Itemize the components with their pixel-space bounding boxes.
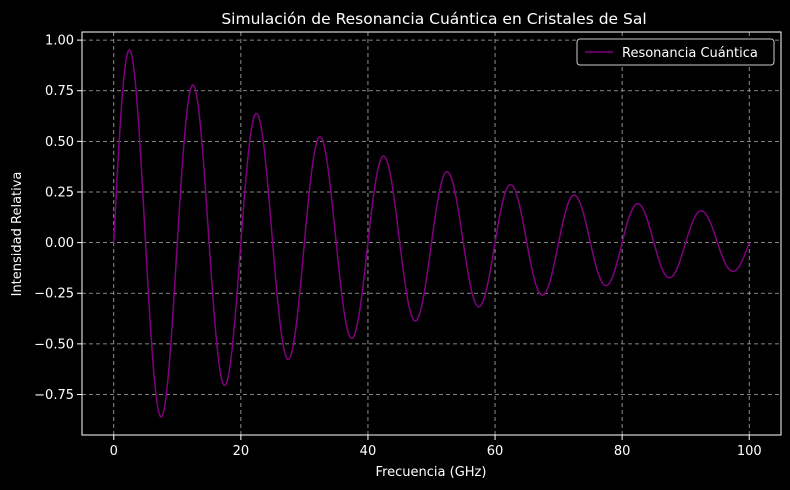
y-tick-label: 1.00 (45, 34, 74, 49)
x-tick-label: 60 (487, 444, 504, 459)
series-line (113, 49, 750, 418)
y-tick-label: −0.25 (34, 287, 74, 302)
x-axis-ticks: 0 20 40 60 80 100 (110, 435, 762, 459)
legend: Resonancia Cuántica (576, 38, 775, 66)
y-tick-label: 0.75 (45, 84, 74, 99)
y-tick-label: 0.50 (45, 135, 74, 150)
y-axis-ticks: −0.75 −0.50 −0.25 0.00 0.25 0.50 0.75 1.00 (34, 34, 82, 403)
plot-frame (81, 31, 782, 436)
y-axis-label: Intensidad Relativa (10, 172, 25, 297)
x-axis-label: Frecuencia (GHz) (376, 465, 487, 480)
y-tick-label: −0.75 (34, 388, 74, 403)
legend-box (576, 38, 775, 66)
chart-title: Simulación de Resonancia Cuántica en Cri… (221, 10, 646, 28)
y-tick-label: 0.00 (45, 236, 74, 251)
x-tick-label: 100 (737, 444, 762, 459)
x-tick-label: 40 (360, 444, 377, 459)
legend-label: Resonancia Cuántica (622, 46, 758, 61)
x-tick-label: 80 (614, 444, 631, 459)
x-tick-label: 20 (233, 444, 250, 459)
y-tick-label: −0.50 (34, 337, 74, 352)
y-tick-label: 0.25 (45, 185, 74, 200)
x-tick-label: 0 (110, 444, 118, 459)
